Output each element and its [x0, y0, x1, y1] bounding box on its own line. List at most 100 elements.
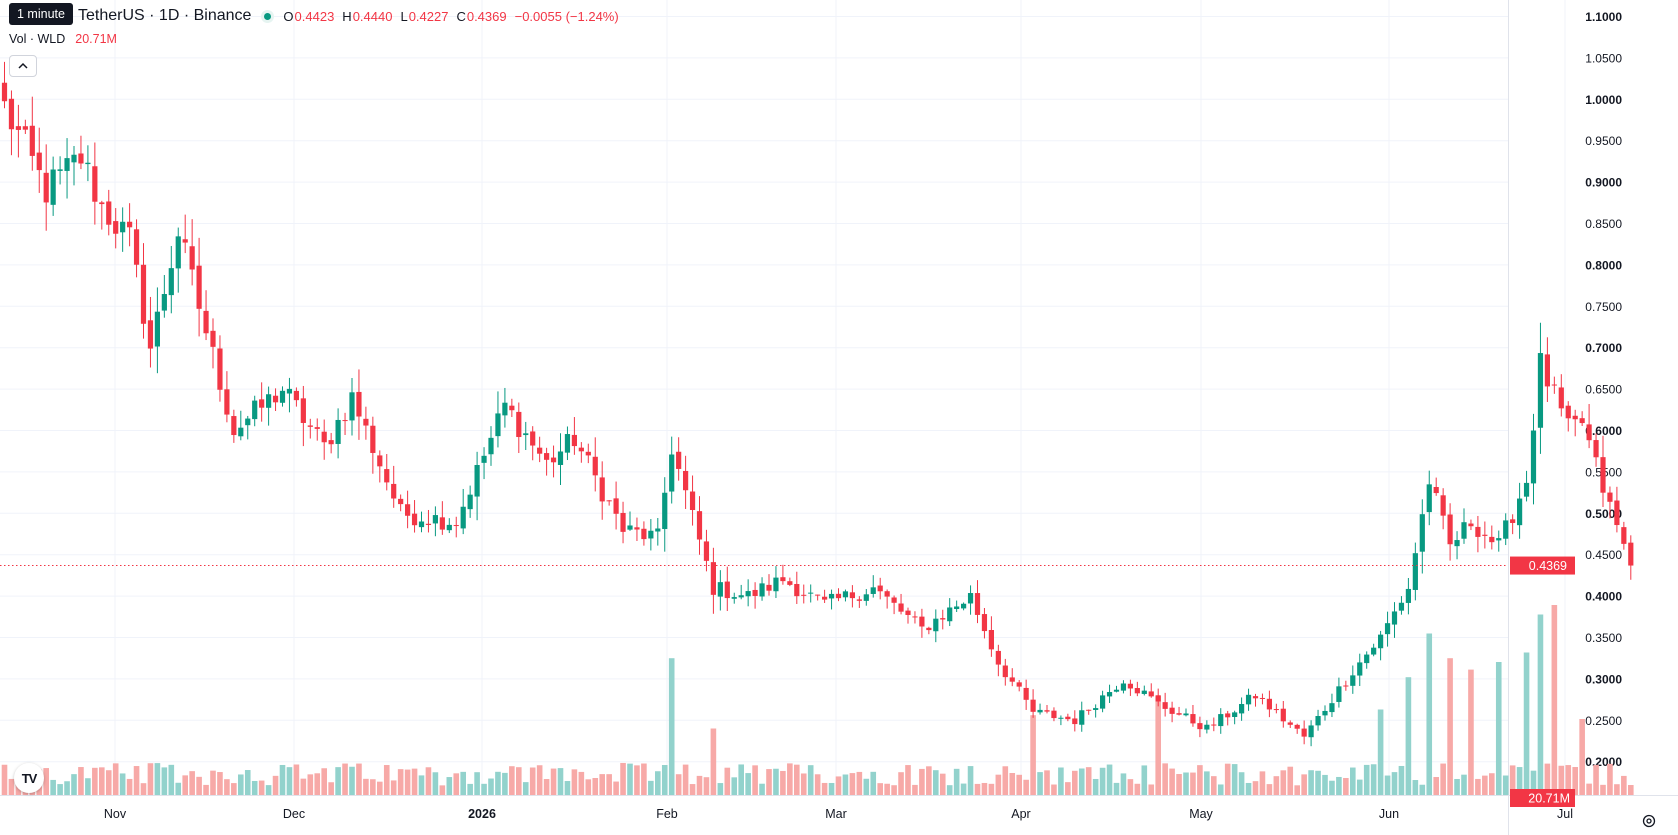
candle	[509, 398, 515, 418]
volume-legend[interactable]: Vol · WLD 20.71M	[9, 32, 117, 46]
volume-bar	[752, 765, 758, 795]
candle	[203, 290, 209, 341]
ohlc-low: L0.4227	[400, 8, 449, 24]
candle	[794, 571, 800, 604]
volume-bar	[849, 773, 856, 795]
time-tick-label: Nov	[104, 807, 127, 821]
candle	[92, 142, 98, 225]
candle	[1350, 665, 1356, 694]
candle	[1440, 488, 1446, 530]
volume-bar	[196, 776, 202, 795]
volume-bar	[564, 781, 571, 795]
volume-bar	[738, 764, 744, 795]
candle	[926, 626, 932, 635]
candle	[15, 104, 21, 158]
volume-bar	[314, 773, 321, 795]
volume-bar	[147, 763, 154, 795]
candle	[578, 442, 584, 463]
candle	[842, 589, 849, 602]
volume-bar	[522, 782, 529, 795]
volume-bar	[967, 766, 974, 795]
candle	[1086, 709, 1092, 715]
volume-bar	[516, 767, 522, 795]
volume-bar	[64, 781, 70, 795]
volume-bar	[453, 773, 460, 795]
candle	[1496, 530, 1502, 552]
volume-bar	[696, 775, 703, 795]
candle	[1322, 705, 1328, 721]
volume-bar	[238, 774, 244, 795]
candle	[1336, 677, 1342, 708]
candle	[99, 200, 105, 230]
candle	[446, 518, 452, 534]
volume-bar	[370, 779, 376, 795]
volume-bar	[877, 783, 883, 795]
candle	[335, 408, 341, 459]
volume-bar	[432, 772, 439, 795]
candle	[877, 577, 883, 600]
volume-bar	[168, 764, 175, 795]
volume-bar	[891, 785, 897, 795]
ohlc-close: C0.4369	[456, 8, 507, 24]
candle	[8, 90, 15, 156]
last-price-badge: 0.4369	[1510, 556, 1575, 575]
market-status-icon[interactable]	[261, 9, 275, 23]
volume-bar	[988, 783, 995, 795]
volume-bar	[717, 783, 724, 795]
candle	[1294, 723, 1300, 734]
candle	[488, 426, 494, 466]
candle	[627, 511, 633, 531]
time-tick-label: Apr	[1011, 807, 1030, 821]
collapse-legend-button[interactable]	[9, 55, 37, 77]
gear-icon[interactable]	[1640, 812, 1658, 830]
volume-bar	[1204, 771, 1210, 795]
candle	[398, 494, 404, 512]
volume-bar	[1280, 770, 1287, 795]
volume-bar	[78, 767, 84, 795]
candle	[1579, 411, 1585, 426]
candle	[1329, 693, 1335, 718]
candle	[502, 387, 508, 428]
volume-bar	[175, 782, 182, 795]
volume-bar	[794, 764, 800, 795]
candle	[717, 570, 723, 611]
candle	[995, 644, 1001, 677]
volume-legend-label: Vol · WLD	[9, 32, 66, 46]
price-tick-label: 0.6000	[1585, 424, 1622, 438]
price-tick-label: 0.8000	[1585, 258, 1622, 272]
candle	[1051, 707, 1057, 722]
volume-bar	[1072, 770, 1078, 795]
candle	[1239, 697, 1245, 721]
candle	[988, 616, 994, 657]
price-tick-label: 0.9500	[1585, 134, 1622, 148]
price-tick-label: 1.0000	[1585, 93, 1622, 107]
candle	[120, 207, 126, 252]
volume-bar	[244, 770, 251, 795]
candle	[1371, 643, 1377, 657]
time-tick-label: Dec	[283, 807, 305, 821]
candle	[224, 371, 230, 423]
volume-bar	[279, 764, 286, 795]
candle	[1503, 513, 1509, 546]
interval-tooltip: 1 minute	[9, 3, 73, 25]
candle	[689, 475, 696, 526]
candle	[405, 490, 411, 529]
volume-bar	[1593, 764, 1599, 795]
candle	[1461, 508, 1467, 544]
candle	[1, 61, 8, 109]
volume-bar	[1273, 776, 1280, 795]
candle	[1419, 499, 1425, 574]
candle	[1023, 679, 1029, 710]
candle	[516, 402, 522, 454]
volume-bar	[1155, 696, 1161, 795]
candle	[940, 609, 946, 630]
candle	[1030, 689, 1036, 718]
symbol-title[interactable]: TetherUS · 1D · Binance	[78, 7, 252, 24]
tradingview-logo[interactable]: TV	[14, 763, 44, 793]
candle	[1586, 404, 1592, 449]
candle	[1141, 685, 1147, 696]
candle	[571, 417, 577, 455]
candle	[57, 156, 63, 185]
volume-bar	[321, 768, 327, 795]
